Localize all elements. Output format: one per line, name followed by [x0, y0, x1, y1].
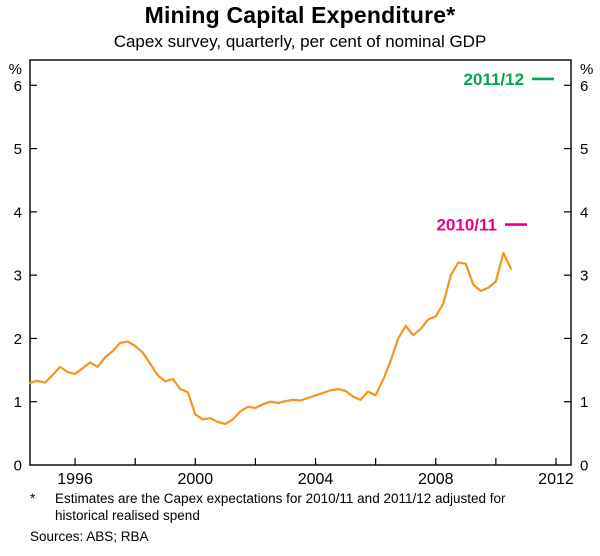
y-axis-label-right: 2	[580, 331, 588, 348]
footnote-marker: *	[30, 491, 36, 506]
x-axis-label: 1996	[57, 471, 93, 488]
y-axis-label-right: 6	[580, 78, 588, 95]
y-axis-label-left: 6	[14, 78, 22, 95]
x-axis-label: 2000	[178, 471, 214, 488]
footnote-text: Estimates are the Capex expectations for…	[55, 491, 506, 523]
estimate-label-2011-12: 2011/12	[464, 70, 525, 89]
y-axis-label-right: 0	[580, 458, 588, 475]
y-axis-label-left: 3	[14, 268, 22, 285]
x-axis-label: 2008	[418, 471, 454, 488]
y-unit-label-left: %	[9, 61, 22, 78]
estimate-label-2010-11: 2010/11	[436, 216, 497, 235]
y-axis-label-right: 1	[580, 394, 588, 411]
y-axis-label-right: 5	[580, 141, 588, 158]
y-axis-label-left: 2	[14, 331, 22, 348]
y-axis-label-left: 4	[14, 204, 22, 221]
chart-title: Mining Capital Expenditure*	[144, 2, 456, 28]
y-axis-label-left: 0	[14, 458, 22, 475]
footnote: * Estimates are the Capex expectations f…	[30, 491, 525, 525]
y-axis-label-left: 5	[14, 141, 22, 158]
y-axis-label-right: 3	[580, 268, 588, 285]
y-axis-label-right: 4	[580, 204, 588, 221]
plot-frame	[29, 59, 572, 466]
y-axis-label-left: 1	[14, 394, 22, 411]
capex-series-line	[28, 251, 512, 425]
x-axis-label: 2012	[538, 471, 574, 488]
y-unit-label-right: %	[580, 61, 593, 78]
sources-line: Sources: ABS; RBA	[30, 529, 149, 544]
chart-subtitle: Capex survey, quarterly, per cent of nom…	[113, 32, 487, 51]
x-axis-label: 2004	[298, 471, 334, 488]
